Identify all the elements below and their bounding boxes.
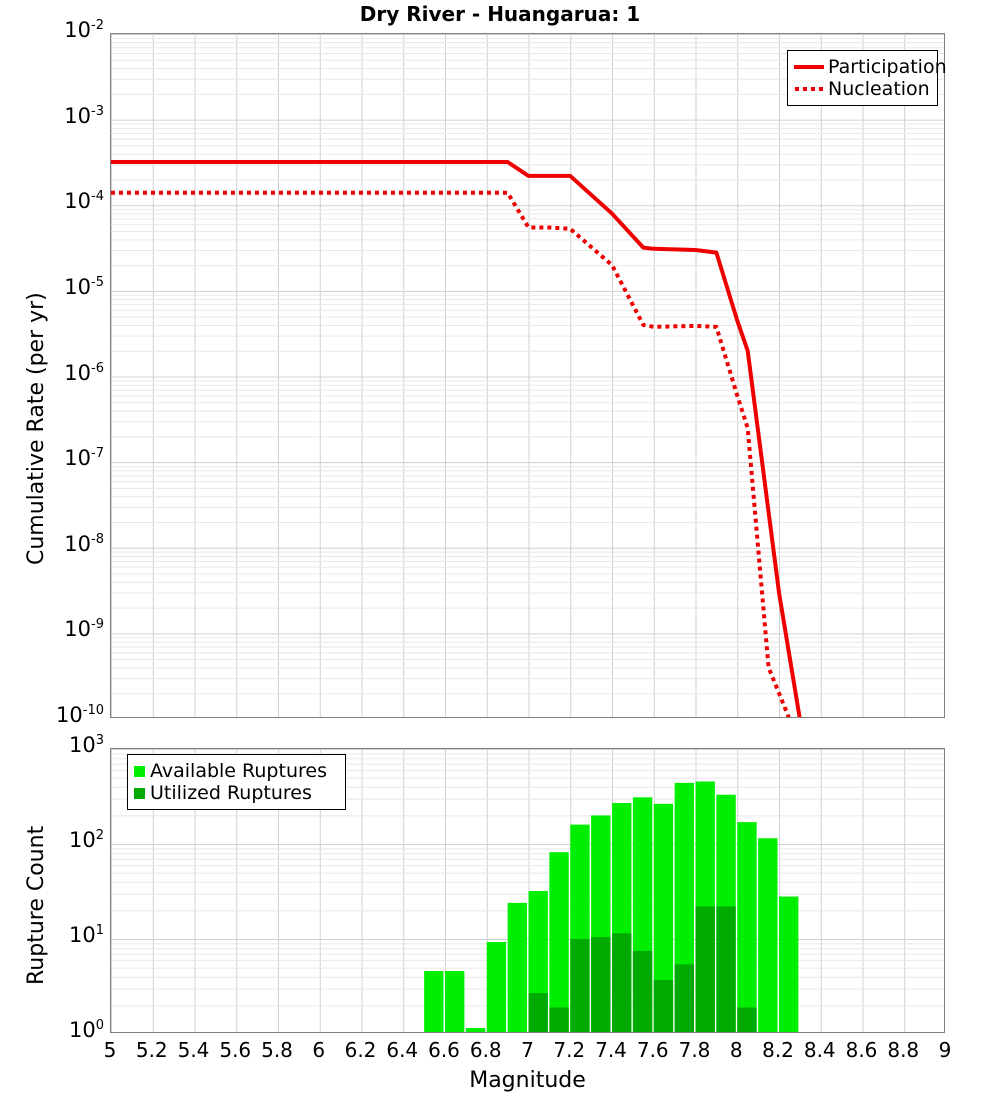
x-axis-tick-label: 5.6 xyxy=(219,1038,252,1062)
x-axis-tick-label: 7.8 xyxy=(678,1038,711,1062)
bar-available-ruptures xyxy=(465,1028,486,1032)
legend-item-available-ruptures[interactable]: Available Ruptures xyxy=(134,760,337,782)
bar-utilized-ruptures xyxy=(570,939,590,1032)
legend-label-utilized-ruptures: Utilized Ruptures xyxy=(150,782,312,804)
bottom-panel-y-axis: 103 102 101 100 xyxy=(0,734,104,1041)
bar-utilized-ruptures xyxy=(549,1007,569,1032)
x-axis-tick-label: 5.2 xyxy=(135,1038,168,1062)
y-axis-tick-label: 10-6 xyxy=(64,360,104,385)
x-axis-tick-label: 7 xyxy=(521,1038,534,1062)
bar-available-ruptures xyxy=(445,971,465,1032)
y-axis-tick-label: 10-9 xyxy=(64,617,104,642)
bar-available-ruptures xyxy=(424,971,444,1032)
bar-utilized-ruptures xyxy=(674,964,695,1032)
bar-utilized-ruptures xyxy=(632,950,653,1032)
cumulative-rate-plot xyxy=(110,33,945,718)
x-axis-tick-label: 8.4 xyxy=(803,1038,836,1062)
utilized-ruptures-swatch-icon xyxy=(134,787,145,799)
legend-label-nucleation: Nucleation xyxy=(828,78,930,100)
bottom-panel-legend: Available Ruptures Utilized Ruptures xyxy=(127,754,346,810)
y-axis-tick-label: 10-3 xyxy=(64,103,104,128)
bar-utilized-ruptures xyxy=(695,906,715,1032)
top-panel-y-axis-title: Cumulative Rate (per yr) xyxy=(24,292,49,565)
bar-utilized-ruptures xyxy=(591,936,611,1032)
y-axis-tick-label: 101 xyxy=(68,923,104,947)
x-axis-tick-label: 6.4 xyxy=(386,1038,419,1062)
legend-item-participation[interactable]: Participation xyxy=(794,56,947,78)
top-panel-legend: Participation Nucleation xyxy=(787,50,947,106)
y-axis-tick-label: 10-5 xyxy=(64,274,104,299)
rupture-count-bars xyxy=(424,781,799,1032)
y-axis-tick-label: 10-7 xyxy=(64,446,104,471)
y-axis-tick-label: 10-8 xyxy=(64,531,104,556)
x-axis-tick-label: 8 xyxy=(729,1038,743,1062)
nucleation-line-swatch-icon xyxy=(794,83,824,95)
x-axis-tick-label: 9 xyxy=(938,1038,952,1062)
x-axis-tick-label: 7.4 xyxy=(595,1038,627,1062)
curve-participation xyxy=(111,160,802,717)
bar-utilized-ruptures xyxy=(737,1007,757,1032)
bottom-panel-y-axis-title: Rupture Count xyxy=(24,825,49,985)
y-axis-tick-label: 10-2 xyxy=(64,18,104,42)
x-axis-tick-label: 8.2 xyxy=(762,1038,794,1062)
x-axis-tick-label: 5 xyxy=(103,1038,117,1062)
legend-label-participation: Participation xyxy=(828,56,947,78)
x-axis-tick-label: 7.2 xyxy=(553,1038,586,1062)
bar-utilized-ruptures xyxy=(653,980,674,1032)
participation-line-swatch-icon xyxy=(794,61,824,73)
bar-available-ruptures xyxy=(486,941,507,1032)
bar-available-ruptures xyxy=(779,896,799,1032)
top-panel-y-axis: 10-2 10-3 10-4 10-5 10-6 10-7 10-8 10-9 10-10 xyxy=(0,19,104,726)
legend-item-utilized-ruptures[interactable]: Utilized Ruptures xyxy=(134,782,337,804)
x-axis-title: Magnitude xyxy=(469,1068,586,1093)
y-axis-tick-label: 100 xyxy=(68,1018,104,1042)
y-axis-tick-label: 102 xyxy=(68,828,104,852)
curve-nucleation xyxy=(111,190,791,717)
bar-utilized-ruptures xyxy=(612,933,632,1032)
x-axis-tick-label: 5.8 xyxy=(261,1038,293,1062)
y-axis-tick-label: 103 xyxy=(68,733,104,757)
available-ruptures-swatch-icon xyxy=(134,765,145,777)
x-axis-tick-label: 6.6 xyxy=(428,1038,460,1062)
top-panel-curves xyxy=(111,160,802,717)
y-axis-tick-label: 10-4 xyxy=(64,189,104,214)
x-axis-tick-label: 5.4 xyxy=(177,1038,210,1062)
legend-item-nucleation[interactable]: Nucleation xyxy=(794,78,930,100)
x-axis-tick-label: 8.6 xyxy=(845,1038,878,1062)
x-axis-tick-label: 7.6 xyxy=(636,1038,669,1062)
bar-available-ruptures xyxy=(737,822,757,1032)
x-axis-tick-label: 6.2 xyxy=(344,1038,377,1062)
x-axis-tick-label: 6 xyxy=(312,1038,326,1062)
x-axis-tick-label: 8.8 xyxy=(887,1038,920,1062)
y-axis-tick-label: 10-10 xyxy=(56,703,104,727)
bar-available-ruptures xyxy=(653,803,674,1032)
x-axis-tick-label: 6.8 xyxy=(469,1038,502,1062)
bar-available-ruptures xyxy=(758,838,778,1032)
bar-utilized-ruptures xyxy=(528,993,548,1032)
bar-available-ruptures xyxy=(507,902,527,1032)
bar-available-ruptures xyxy=(549,852,569,1032)
page-title: Dry River - Huangarua: 1 xyxy=(359,2,641,26)
legend-label-available-ruptures: Available Ruptures xyxy=(150,760,327,782)
bar-utilized-ruptures xyxy=(716,906,736,1032)
